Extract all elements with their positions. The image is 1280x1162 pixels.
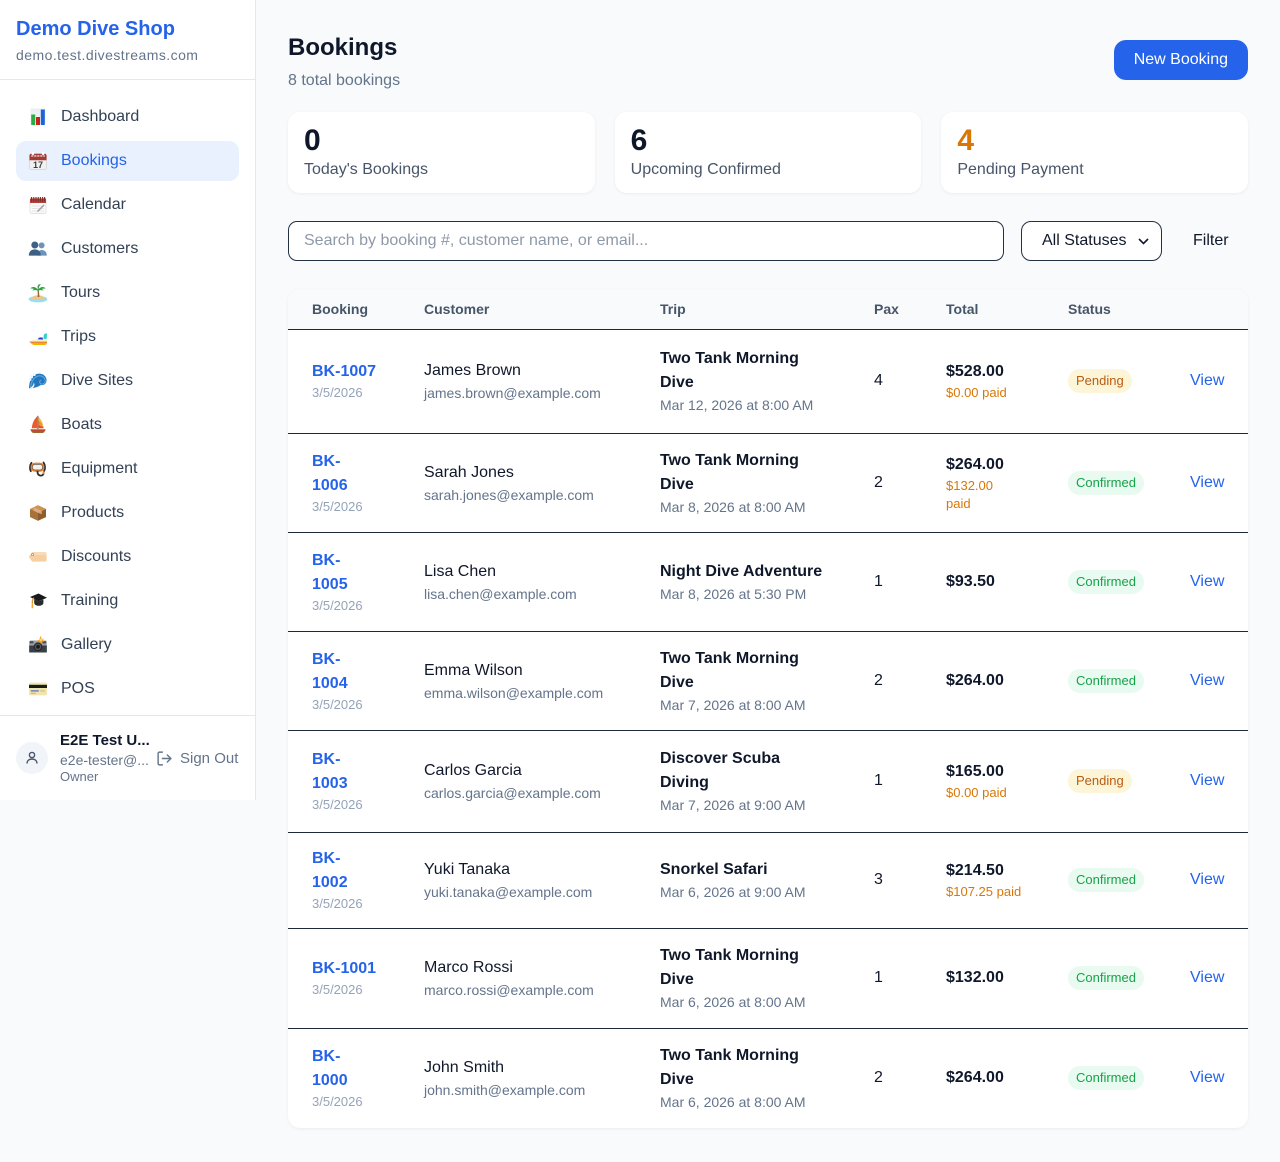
- svg-text:17: 17: [33, 160, 43, 170]
